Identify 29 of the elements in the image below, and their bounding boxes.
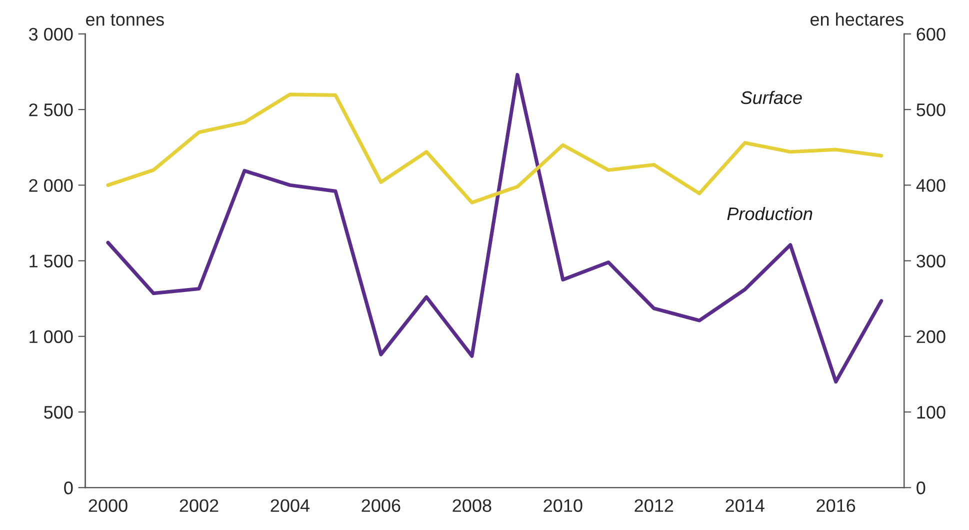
y-tick-label: 2 500 [29,103,73,116]
y-tick-label: 3 000 [28,28,73,41]
line-series [106,72,884,384]
x-tick-label: 2004 [270,499,310,512]
y-axis-title: en tonnes [86,14,164,26]
text: Surface [740,90,802,104]
y2-tick-label: 600 [916,28,946,41]
y-tick-label: 1 500 [30,254,73,268]
x-tick-label: 2012 [634,499,674,512]
series-label: Production [727,206,812,220]
y2-tick-label: 500 [916,103,946,116]
y-tick-label: 1 000 [30,330,73,344]
y2-tick-label: 200 [916,330,946,344]
y2-axis-title: en hectares [810,12,904,26]
x-tick-label: 2000 [88,499,128,512]
x-tick-label: 2016 [816,499,856,512]
x-tick-label: 2014 [726,499,764,512]
y-tick-label: 0 [64,482,73,494]
line-series [106,92,884,204]
y-tick-label: 2 000 [29,179,73,192]
y2-tick-label: 100 [917,406,946,419]
y2-tick-label: 400 [916,179,946,192]
x-tick-label: 2008 [452,499,492,512]
y2-tick-label: 0 [916,482,926,494]
x-tick-label: 2002 [180,499,218,512]
y2-tick-label: 300 [916,254,946,268]
y-tick-label: 500 [44,406,73,419]
x-tick-label: 2010 [544,499,582,512]
x-tick-label: 2006 [362,499,400,512]
